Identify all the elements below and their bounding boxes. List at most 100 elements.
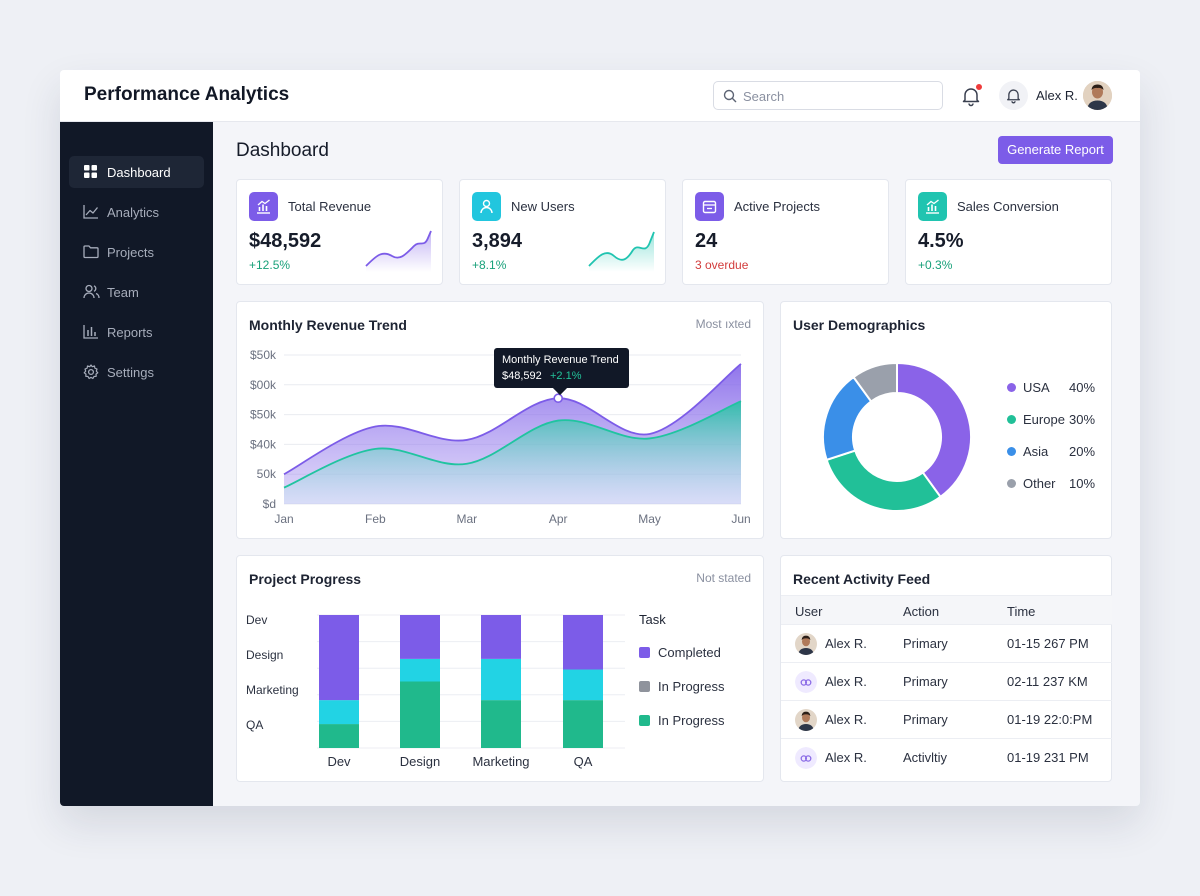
donut-slice bbox=[825, 449, 942, 512]
stat-card-new-users[interactable]: New Users 3,894 +8.1% bbox=[459, 179, 666, 285]
stat-value: $48,592 bbox=[249, 230, 322, 252]
legend-swatch bbox=[1007, 447, 1016, 456]
x-tick-label: Jan bbox=[274, 512, 293, 526]
alerts-button[interactable] bbox=[999, 81, 1028, 110]
column-header: Action bbox=[903, 604, 940, 619]
series-area bbox=[284, 401, 741, 504]
project-progress-bar-chart: Dev Design Marketing QA Dev Design Marketing QA bbox=[246, 613, 625, 769]
user-icon bbox=[480, 199, 493, 214]
cell-time: 01-15 267 PM bbox=[1007, 636, 1089, 651]
avatar[interactable] bbox=[1083, 81, 1112, 110]
cell-action: Primary bbox=[903, 674, 948, 689]
bar-chart-icon bbox=[83, 325, 98, 339]
x-tick-label: Feb bbox=[365, 512, 386, 526]
user-name[interactable]: Alex R. bbox=[1036, 88, 1078, 103]
sidebar-item-dashboard[interactable]: Dashboard bbox=[69, 156, 204, 188]
sidebar-item-team[interactable]: Team bbox=[69, 276, 204, 308]
sidebar-item-projects[interactable]: Projects bbox=[69, 236, 204, 268]
card-title: User Demographics bbox=[793, 317, 926, 333]
grid-icon bbox=[84, 165, 97, 178]
y-tick-label: $00k bbox=[250, 378, 277, 392]
cell-user: Alex R. bbox=[825, 636, 867, 651]
table-row[interactable]: Alex R. Primary 01-19 22:0:PM bbox=[781, 701, 1112, 739]
users-icon bbox=[83, 284, 100, 299]
legend-value: 40% bbox=[1069, 380, 1096, 395]
sidebar-item-settings[interactable]: Settings bbox=[69, 356, 204, 388]
cell-time: 01-19 22:0:PM bbox=[1007, 712, 1093, 727]
app-window: Performance Analytics Alex R. Dashboard … bbox=[60, 70, 1140, 806]
cell-action: Activltiy bbox=[903, 750, 948, 765]
stat-change: +12.5% bbox=[249, 258, 291, 272]
cell-user: Alex R. bbox=[825, 750, 867, 765]
cell-action: Primary bbox=[903, 712, 948, 727]
bar-segment bbox=[319, 724, 359, 748]
donut-slice bbox=[896, 361, 972, 499]
stat-label: Active Projects bbox=[734, 199, 820, 214]
y-tick-label: $50k bbox=[250, 348, 277, 362]
stat-change: +0.3% bbox=[918, 258, 953, 272]
y-tick-label: $d bbox=[263, 497, 276, 511]
bar-segment bbox=[563, 700, 603, 748]
tooltip-value: $48,592 bbox=[502, 370, 542, 382]
legend-label: USA bbox=[1023, 380, 1050, 395]
bar-segment bbox=[481, 658, 521, 701]
stat-card-sales-conversion[interactable]: Sales Conversion 4.5% +0.3% bbox=[905, 179, 1112, 285]
sidebar-item-label: Dashboard bbox=[107, 165, 171, 180]
column-header: User bbox=[795, 604, 823, 619]
tooltip-title: Monthly Revenue Trend bbox=[502, 354, 619, 366]
y-category-label: QA bbox=[246, 718, 263, 732]
search-icon bbox=[723, 89, 737, 103]
generate-report-button[interactable]: Generate Report bbox=[998, 136, 1113, 164]
table-row[interactable]: Alex R. Primary 01-15 267 PM bbox=[781, 625, 1112, 663]
y-tick-label: 50k bbox=[257, 467, 277, 481]
sidebar-item-label: Analytics bbox=[107, 205, 160, 220]
stat-label: New Users bbox=[511, 199, 575, 214]
page-title: Dashboard bbox=[236, 140, 329, 161]
legend-label: Other bbox=[1023, 476, 1056, 491]
search-box[interactable] bbox=[713, 81, 943, 110]
search-input[interactable] bbox=[743, 86, 933, 106]
app-title: Performance Analytics bbox=[84, 84, 290, 105]
revenue-sparkline bbox=[365, 230, 432, 272]
series-line bbox=[283, 363, 742, 475]
y-category-label: Marketing bbox=[246, 683, 299, 697]
revenue-trend-card: Monthly Revenue Trend Most ıxted $d 50k $4… bbox=[236, 301, 764, 539]
x-tick-label: Marketing bbox=[472, 754, 529, 769]
card-meta: Most ıxted bbox=[695, 317, 751, 331]
notifications-button[interactable] bbox=[960, 83, 984, 107]
stat-label: Sales Conversion bbox=[957, 199, 1059, 214]
legend-label: Europe bbox=[1023, 412, 1065, 427]
bar-segment bbox=[563, 669, 603, 701]
chart-icon bbox=[257, 199, 270, 214]
stat-value: 24 bbox=[695, 230, 718, 252]
revenue-area-chart: $d 50k $40k $50k $00k $50k Jan Feb Mar Apr May Jun bbox=[250, 348, 751, 526]
sidebar-item-reports[interactable]: Reports bbox=[69, 316, 204, 348]
link-icon bbox=[795, 671, 817, 693]
stat-change: +8.1% bbox=[472, 258, 507, 272]
table-row[interactable]: Alex R. Primary 02-11 237 KM bbox=[781, 663, 1112, 701]
legend-swatch bbox=[639, 647, 650, 658]
y-category-label: Dev bbox=[246, 613, 267, 627]
folder-icon bbox=[83, 245, 99, 259]
demographics-donut-chart bbox=[822, 361, 972, 512]
bar-segment bbox=[400, 681, 440, 748]
x-tick-label: Jun bbox=[731, 512, 750, 526]
sidebar-item-label: Reports bbox=[107, 325, 153, 340]
legend-value: 10% bbox=[1069, 476, 1096, 491]
x-tick-label: Design bbox=[400, 754, 440, 769]
sidebar-item-analytics[interactable]: Analytics bbox=[69, 196, 204, 228]
user-demographics-card: User Demographics USA 40% Europe 30% Asi… bbox=[780, 301, 1112, 539]
bell-icon bbox=[962, 88, 980, 107]
sidebar-item-label: Projects bbox=[107, 245, 154, 260]
notification-dot bbox=[975, 83, 983, 91]
bar-segment bbox=[481, 700, 521, 748]
table-row[interactable]: Alex R. Activltiy 01-19 231 PM bbox=[781, 739, 1112, 777]
legend-label: In Progress bbox=[658, 679, 725, 694]
cell-time: 01-19 231 PM bbox=[1007, 750, 1089, 765]
stat-card-active-projects[interactable]: Active Projects 24 3 overdue bbox=[682, 179, 889, 285]
stat-card-total-revenue[interactable]: Total Revenue $48,592 +12.5% bbox=[236, 179, 443, 285]
card-title: Recent Activity Feed bbox=[793, 571, 931, 587]
card-title: Monthly Revenue Trend bbox=[249, 317, 407, 333]
bar-segment bbox=[400, 615, 440, 659]
card-title: Project Progress bbox=[249, 571, 362, 587]
